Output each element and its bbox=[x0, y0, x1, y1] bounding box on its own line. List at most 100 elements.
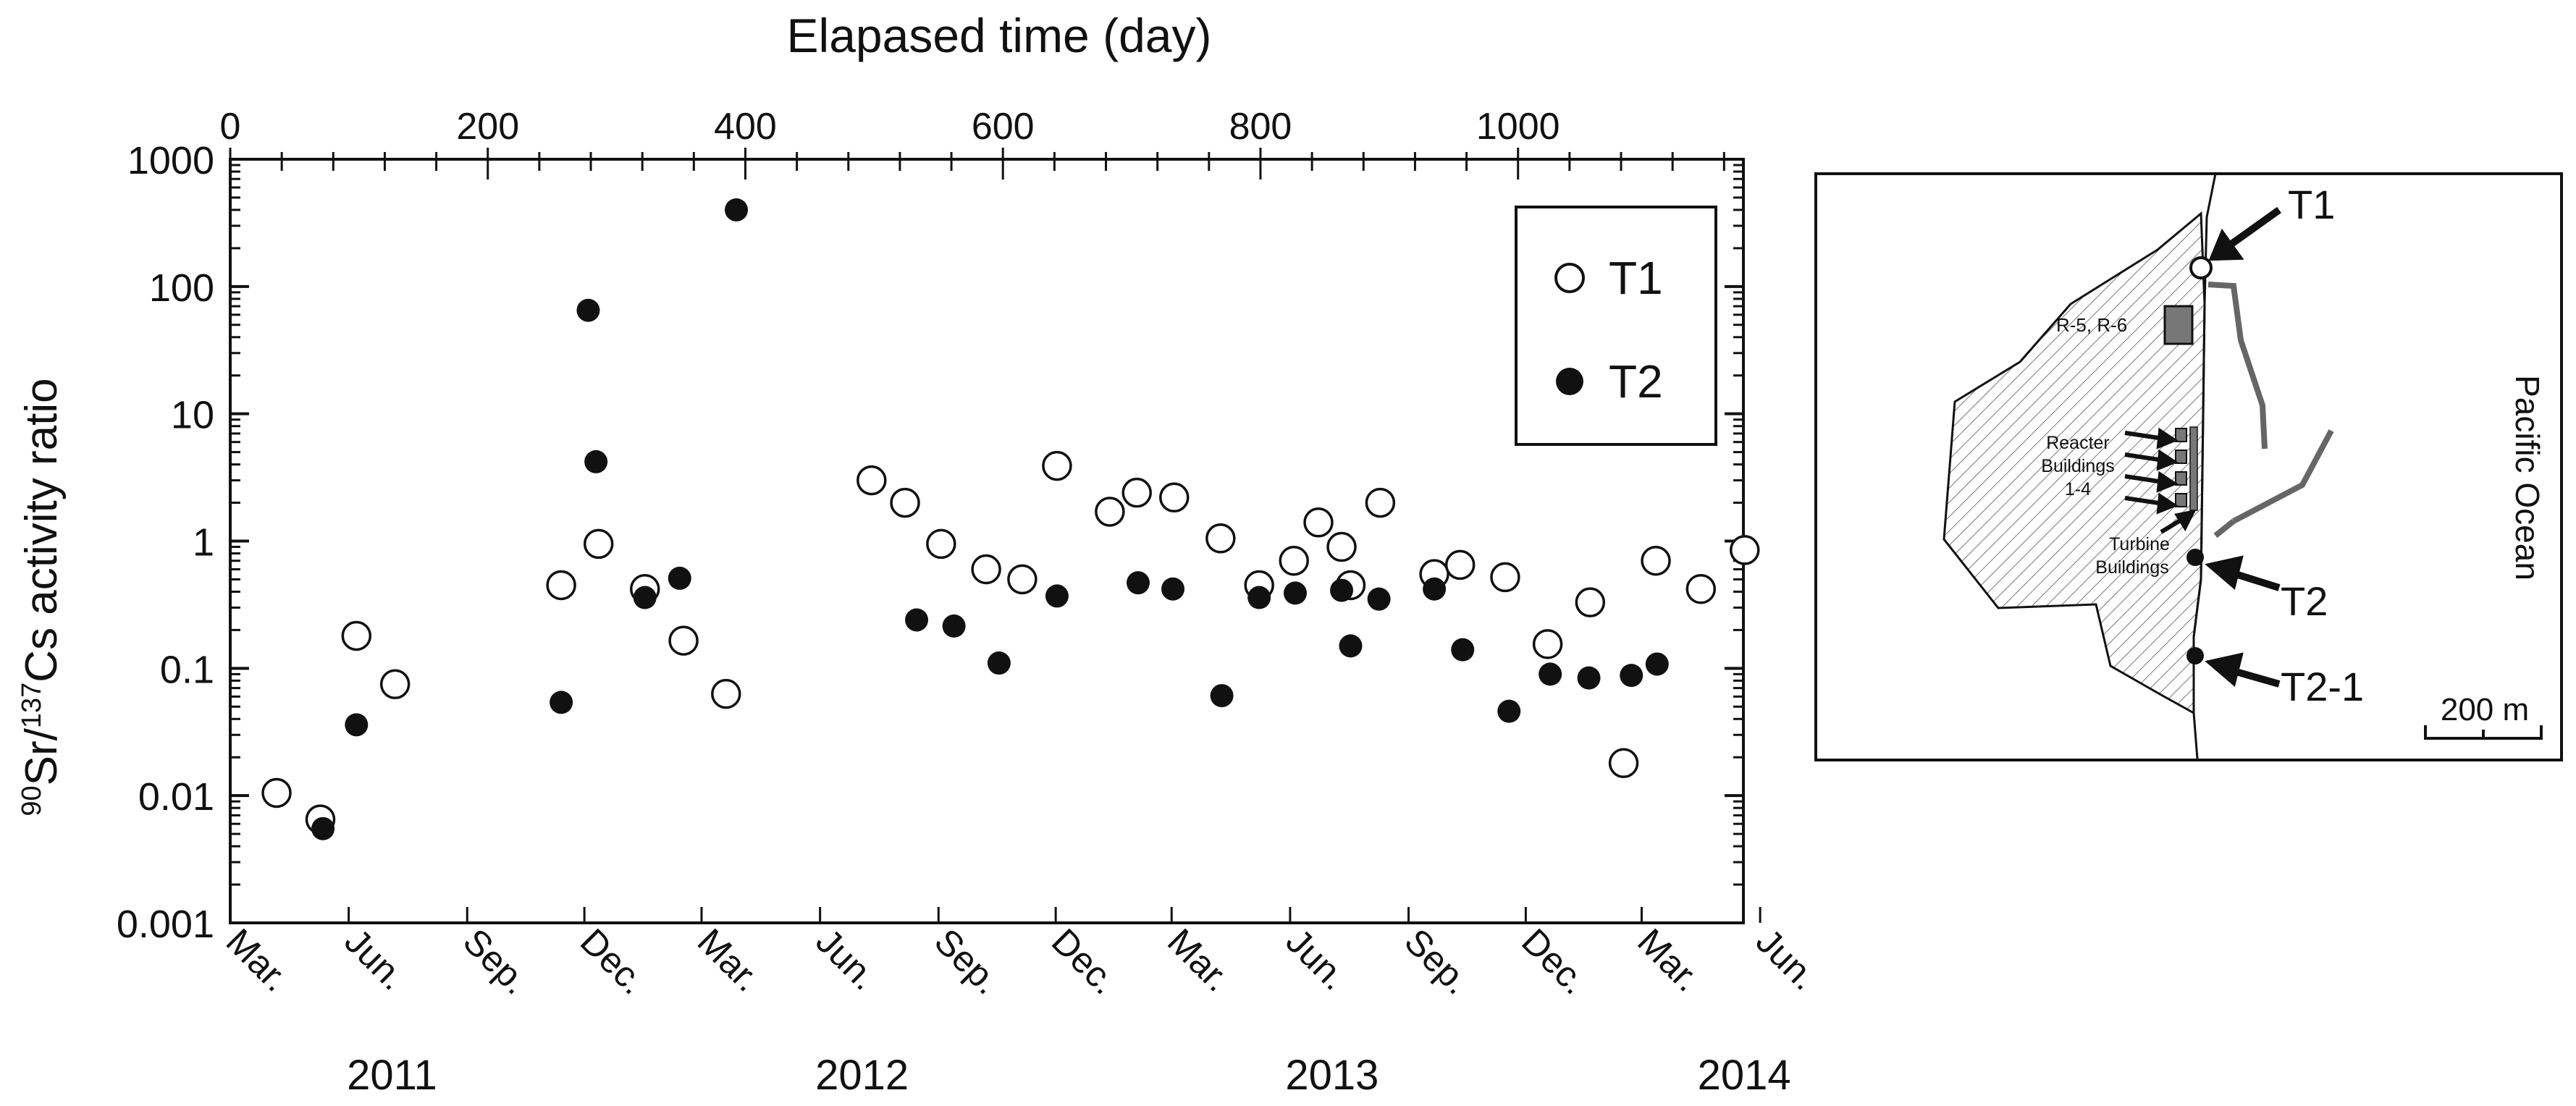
series-t1-points bbox=[261, 450, 1760, 835]
sampling-point-t2-1 bbox=[2186, 647, 2204, 664]
bottom-month-label: Mar. bbox=[1630, 921, 1708, 999]
data-point-t1 bbox=[1641, 545, 1671, 576]
coastline bbox=[2192, 173, 2217, 759]
data-point-t2 bbox=[987, 651, 1011, 675]
data-point-t2 bbox=[1284, 581, 1308, 605]
ocean-label: Pacific Ocean bbox=[2509, 375, 2546, 581]
y-axis-title-sup-cs: 137 bbox=[17, 683, 47, 728]
bottom-month-label: Mar. bbox=[690, 921, 768, 999]
top-tick-label: 200 bbox=[456, 106, 519, 148]
data-point-t2 bbox=[725, 198, 749, 221]
bottom-month-label: Mar. bbox=[1160, 921, 1238, 999]
data-point-t1 bbox=[1365, 487, 1396, 518]
data-point-t2 bbox=[633, 586, 657, 609]
data-point-t1 bbox=[856, 465, 887, 496]
data-point-t1 bbox=[1326, 531, 1357, 562]
data-point-t2 bbox=[311, 816, 335, 840]
legend-box bbox=[1515, 206, 1717, 446]
bottom-year-label: 2014 bbox=[1698, 1052, 1791, 1099]
y-tick-label: 1 bbox=[193, 521, 214, 565]
data-point-t2 bbox=[1161, 577, 1185, 601]
bottom-month-label: Dec. bbox=[573, 921, 654, 1002]
y-axis-title-sr: Sr/ bbox=[17, 727, 67, 785]
data-point-t2 bbox=[942, 614, 966, 638]
y-axis-title: 90Sr/137Cs activity ratio bbox=[17, 378, 67, 816]
data-point-t1 bbox=[1279, 545, 1309, 576]
y-axis-title-rest: Cs activity ratio bbox=[17, 378, 67, 682]
scale-bar bbox=[2424, 725, 2543, 740]
data-point-t1 bbox=[379, 669, 411, 700]
top-tick-label: 1000 bbox=[1476, 106, 1560, 148]
y-tick-label: 0.1 bbox=[160, 648, 214, 691]
map-label-t1: T1 bbox=[2288, 182, 2335, 227]
data-point-t1 bbox=[1532, 629, 1563, 659]
bottom-axis-ticks: Mar. Jun. Sep. Dec. Mar. Jun. Sep. Dec. Mar. Jun.… bbox=[219, 907, 1825, 1099]
top-tick-label: 600 bbox=[972, 106, 1035, 148]
data-point-t2 bbox=[1423, 577, 1447, 601]
site-map: R-5, R-6 Reacter Buildings 1-4 Turbine B… bbox=[1814, 172, 2563, 761]
turbine-label-line2: Buildings bbox=[2095, 557, 2168, 578]
data-point-t2 bbox=[345, 713, 369, 737]
turbine-label-line1: Turbine bbox=[2109, 534, 2170, 554]
bottom-month-label: Jun. bbox=[337, 921, 413, 997]
legend-label-t1: T1 bbox=[1609, 252, 1663, 304]
data-point-t1 bbox=[668, 625, 699, 656]
top-tick-label: 0 bbox=[220, 106, 241, 148]
data-point-t1 bbox=[1205, 523, 1236, 554]
top-axis-title: Elapased time (day) bbox=[787, 9, 1212, 62]
y-tick-label: 10 bbox=[171, 394, 214, 437]
map-label-t2: T2 bbox=[2281, 578, 2328, 624]
reactor-buildings bbox=[2175, 428, 2187, 507]
legend-label-t2: T2 bbox=[1609, 355, 1663, 408]
data-point-t1 bbox=[1303, 507, 1334, 538]
data-point-t2 bbox=[1645, 652, 1669, 676]
sampling-arrows bbox=[2205, 206, 2281, 688]
legend-marker-t1 bbox=[1554, 263, 1585, 293]
legend-marker-t2 bbox=[1556, 368, 1583, 395]
bottom-month-label: Dec. bbox=[1514, 921, 1595, 1002]
data-point-t2 bbox=[576, 298, 600, 322]
data-point-t2 bbox=[905, 608, 929, 632]
bottom-month-label: Dec. bbox=[1044, 921, 1125, 1002]
reactor-arrows bbox=[2124, 427, 2197, 534]
top-axis-ticks: 0 200 400 600 800 1000 bbox=[220, 106, 1725, 180]
data-point-t1 bbox=[1444, 549, 1476, 581]
data-point-t1 bbox=[1730, 535, 1760, 565]
data-point-t2 bbox=[1247, 586, 1271, 609]
y-tick-label: 0.01 bbox=[138, 775, 214, 819]
data-point-t1 bbox=[341, 620, 372, 651]
data-point-t2 bbox=[1045, 584, 1069, 608]
data-point-t1 bbox=[546, 570, 576, 601]
data-point-t1 bbox=[890, 487, 920, 518]
data-point-t2 bbox=[1539, 662, 1562, 686]
r5-r6-building bbox=[2163, 305, 2194, 345]
legend: T1 T2 bbox=[1515, 206, 1717, 446]
data-point-t1 bbox=[1007, 564, 1037, 595]
bottom-month-label: Mar. bbox=[219, 921, 297, 999]
data-point-t1 bbox=[1608, 748, 1639, 779]
bottom-month-label: Sep. bbox=[455, 921, 536, 1002]
bottom-month-label: Jun. bbox=[808, 921, 885, 997]
r5-r6-label: R-5, R-6 bbox=[2056, 314, 2127, 336]
y-tick-label: 100 bbox=[149, 266, 214, 310]
data-point-t1 bbox=[583, 528, 614, 560]
data-point-t1 bbox=[1575, 587, 1606, 617]
data-point-t2 bbox=[1367, 587, 1391, 611]
data-point-t1 bbox=[261, 777, 292, 809]
data-point-t1 bbox=[1490, 562, 1520, 593]
data-point-t2 bbox=[1210, 684, 1234, 708]
breakwaters bbox=[2207, 282, 2334, 539]
data-point-t2 bbox=[550, 691, 573, 714]
sampling-point-t2 bbox=[2186, 549, 2204, 566]
data-point-t1 bbox=[926, 528, 956, 560]
bottom-month-label: Sep. bbox=[927, 921, 1008, 1002]
data-point-t1 bbox=[1159, 482, 1190, 513]
y-tick-label: 0.001 bbox=[117, 903, 214, 946]
data-point-t2 bbox=[1577, 666, 1601, 690]
scale-bar-label: 200 m bbox=[2441, 692, 2529, 727]
bottom-month-label: Jun. bbox=[1748, 921, 1825, 997]
data-point-t1 bbox=[711, 678, 741, 709]
data-point-t1 bbox=[971, 554, 1001, 585]
data-point-t2 bbox=[1339, 634, 1363, 658]
